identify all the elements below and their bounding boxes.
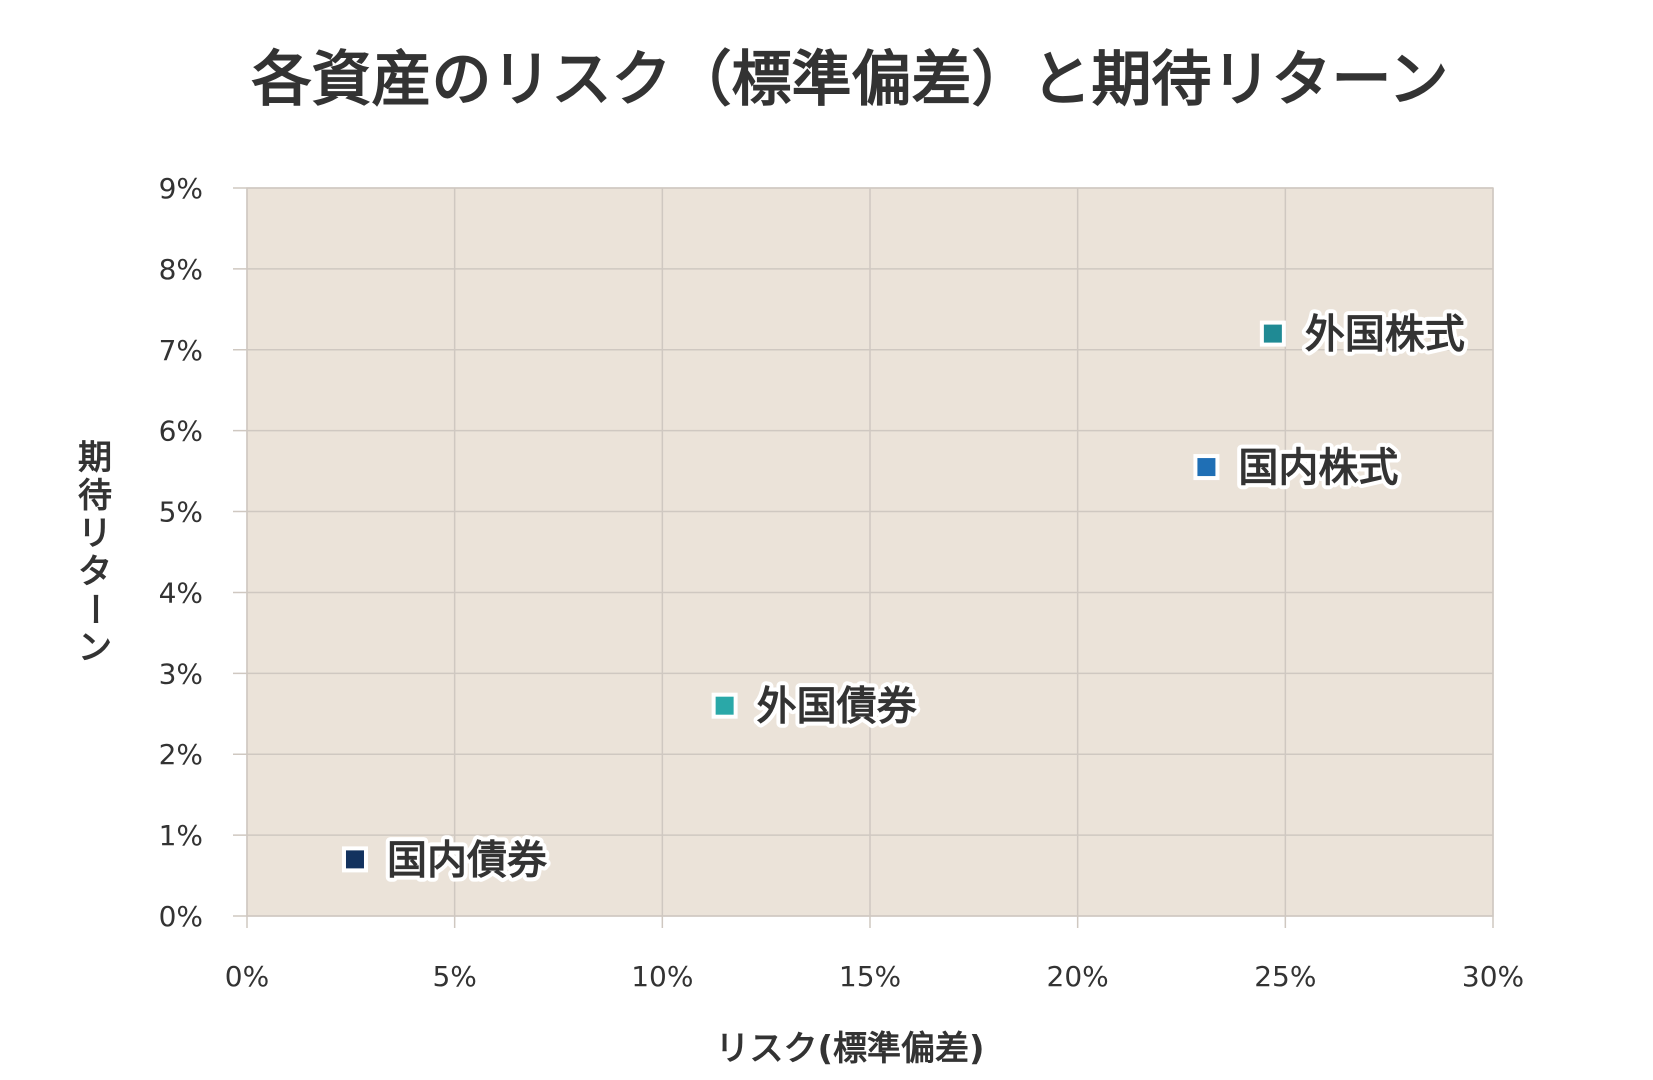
x-tick-label: 5% — [432, 960, 476, 993]
x-tick-label: 25% — [1254, 960, 1316, 993]
y-tick-label: 1% — [159, 819, 203, 852]
y-tick-label: 3% — [159, 657, 203, 690]
x-axis-label: リスク(標準偏差) — [715, 1029, 984, 1069]
data-point: 国内債券 — [341, 833, 552, 887]
y-tick-label: 7% — [159, 334, 203, 367]
data-points: 国内債券 外国債券 国内株式 外国株式 — [341, 308, 1469, 887]
y-axis-label-char: 待 — [78, 476, 112, 516]
point-label: 国内株式 — [1238, 445, 1398, 491]
y-tick-label: 8% — [159, 253, 203, 286]
y-tick-label: 4% — [159, 576, 203, 609]
y-axis-label: 期待リターン — [74, 438, 114, 668]
y-axis-label-char: ン — [78, 628, 112, 668]
y-axis-label-char: 期 — [78, 438, 112, 478]
gridlines — [233, 187, 1494, 928]
y-tick-label: 2% — [159, 738, 203, 771]
x-tick-label: 0% — [225, 960, 269, 993]
y-axis-label-char: リ — [78, 514, 112, 554]
point-marker — [1193, 454, 1220, 481]
x-tick-label: 30% — [1462, 960, 1524, 993]
point-label: 国内債券 — [387, 837, 548, 883]
x-tick-label: 15% — [839, 960, 901, 993]
chart-title: 各資産のリスク（標準偏差）と期待リターン — [252, 45, 1449, 115]
point-marker — [711, 692, 738, 719]
data-point: 国内株式 — [1193, 441, 1402, 495]
x-tick-label: 10% — [631, 960, 693, 993]
y-tick-label: 5% — [159, 496, 203, 529]
point-marker — [1259, 320, 1286, 347]
x-axis-ticks: 0% 5% 10% 15% 20% 25% 30% — [225, 960, 1524, 993]
y-tick-label: 9% — [159, 172, 203, 205]
point-label: 外国株式 — [1305, 312, 1465, 358]
y-axis-ticks: 0% 1% 2% 3% 4% 5% 6% 7% 8% 9% — [159, 172, 203, 933]
y-tick-label: 6% — [159, 415, 203, 448]
x-tick-label: 20% — [1047, 960, 1109, 993]
data-point: 外国債券 — [711, 680, 922, 734]
point-label: 外国債券 — [757, 684, 918, 730]
data-point: 外国株式 — [1259, 308, 1469, 362]
y-axis-label-char: タ — [78, 552, 112, 592]
y-tick-label: 0% — [159, 900, 203, 933]
y-axis-label-char: ー — [74, 592, 114, 626]
point-marker — [341, 846, 368, 873]
